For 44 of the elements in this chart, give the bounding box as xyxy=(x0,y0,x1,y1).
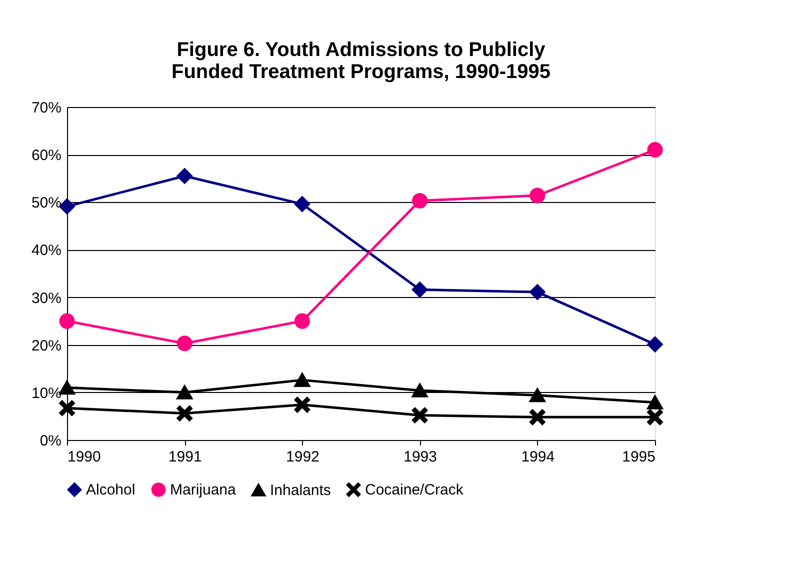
point xyxy=(176,386,192,400)
text: Funded Treatment Programs, 1990-1995 xyxy=(171,61,551,83)
point xyxy=(176,168,192,184)
point xyxy=(412,407,428,424)
y-tick-label: 30% xyxy=(31,290,62,307)
legend-label: Marijuana xyxy=(170,482,237,499)
point xyxy=(647,396,663,410)
point xyxy=(530,284,546,300)
point xyxy=(530,388,546,402)
text: Figure 6. Youth Admissions to Publicly xyxy=(176,39,546,61)
point xyxy=(647,409,663,425)
point xyxy=(412,282,428,298)
legend-label: Inhalants xyxy=(270,482,331,500)
point xyxy=(647,142,663,158)
x-tick-label: 1995 xyxy=(622,448,656,466)
x-tick-label: 1993 xyxy=(404,448,437,466)
y-tick-label: 50% xyxy=(31,194,62,212)
x-tick-label: 1991 xyxy=(168,448,202,466)
point xyxy=(176,406,192,422)
y-tick-label: 10% xyxy=(31,384,62,402)
x-tick-label: 1990 xyxy=(68,448,101,466)
x-tick-label: 1992 xyxy=(286,448,320,466)
y-tick-label: 20% xyxy=(31,337,62,354)
legend-label: Alcohol xyxy=(86,482,136,499)
point xyxy=(294,313,310,329)
point xyxy=(59,198,75,214)
y-tick-label: 0% xyxy=(40,432,62,450)
y-tick-label: 70% xyxy=(31,100,62,116)
point xyxy=(530,409,546,425)
y-tick-label: 40% xyxy=(31,242,62,260)
legend-label: Cocaine/Crack xyxy=(365,482,464,499)
point xyxy=(176,336,192,352)
point xyxy=(59,313,75,329)
point xyxy=(294,373,310,387)
point xyxy=(294,397,310,413)
y-tick-label: 60% xyxy=(31,147,62,164)
point xyxy=(412,192,428,208)
point xyxy=(294,196,310,212)
point xyxy=(530,188,546,204)
x-tick-label: 1994 xyxy=(521,448,555,466)
point xyxy=(412,384,428,398)
point xyxy=(647,336,663,352)
point xyxy=(59,400,75,416)
point xyxy=(59,380,75,395)
